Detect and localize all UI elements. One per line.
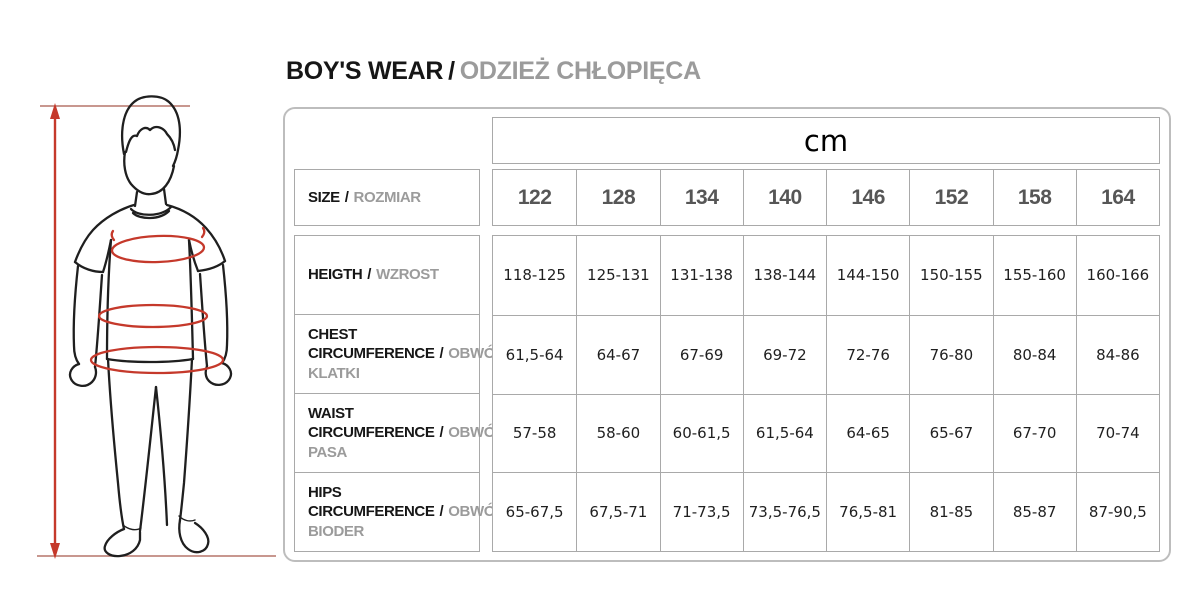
size-cell: 158 [992,170,1076,225]
table-cell: 155-160 [992,236,1076,315]
table-cell: 138-144 [742,236,826,315]
table-cell: 76-80 [909,314,993,394]
size-cell: 122 [517,185,552,209]
size-cell: 140 [742,170,826,225]
unit-header-row: cm [294,117,1160,164]
title-separator: / [448,57,455,85]
row-label-chest: CHEST CIRCUMFERENCE / OBWÓD KLATKI [295,314,506,393]
size-cells: 122 128 134 140 146 152 158 164 [492,169,1160,226]
table-cell: 57-58 [493,393,577,473]
table-cell: 64-67 [576,314,660,394]
size-row-label: SIZE / ROZMIAR [294,169,480,226]
title-secondary: ODZIEŻ CHŁOPIĘCA [459,57,701,85]
table-cell: 81-85 [909,472,993,551]
table-cell: 60-61,5 [659,393,743,473]
data-grid: 118-125 125-131 131-138 138-144 144-150 … [492,235,1160,552]
table-cell: 87-90,5 [1075,472,1159,551]
table-cell: 73,5-76,5 [742,472,826,551]
size-header-row: SIZE / ROZMIAR 122 128 134 140 146 152 158… [294,169,1160,226]
title-primary: BOY'S WEAR [286,57,444,85]
row-label-hips: HIPS CIRCUMFERENCE / OBWÓD BIODER [295,472,506,551]
table-cell: 144-150 [826,236,909,315]
table-cell: 69-72 [742,314,826,394]
height-arrow-icon [50,103,60,559]
table-cell: 65-67,5 [493,472,577,551]
row-label-waist: WAIST CIRCUMFERENCE / OBWÓD PASA [295,393,506,472]
row-label-height: HEIGTH / WZROST [308,266,439,284]
page-title: BOY'S WEAR / ODZIEŻ CHŁOPIĘCA [286,57,701,86]
table-cell: 67,5-71 [576,472,660,551]
size-cell: 146 [826,170,909,225]
circumference-ellipses-icon [89,226,225,375]
table-cell: 71-73,5 [659,472,743,551]
unit-header-cell: cm [492,117,1160,164]
table-cell: 84-86 [1075,314,1159,394]
size-cell: 134 [659,170,743,225]
table-cell: 58-60 [576,393,660,473]
table-cell: 72-76 [826,314,910,394]
row-label-column: HEIGTH / WZROST CHEST CIRCUMFERENCE / OBWÓD … [294,235,506,552]
size-cell: 152 [909,170,992,225]
table-cell: 65-67 [909,393,993,473]
table-cell: 150-155 [909,236,992,315]
table-cell: 67-69 [659,314,743,394]
table-cell: 70-74 [1075,393,1159,473]
unit-header-spacer [294,117,492,164]
table-cell: 64-65 [826,393,910,473]
table-cell: 61,5-64 [493,314,577,394]
table-cell: 80-84 [992,314,1076,394]
table-cell: 160-166 [1075,236,1159,315]
table-body: HEIGTH / WZROST CHEST CIRCUMFERENCE / OBWÓD … [294,235,1160,552]
table-cell: 131-138 [659,236,743,315]
table-cell: 67-70 [992,393,1076,473]
size-cell: 164 [1075,170,1159,225]
size-table-panel: cm SIZE / ROZMIAR 122 128 134 140 146 152 … [283,107,1171,562]
size-cell: 128 [576,170,659,225]
unit-header-label: cm [803,123,849,158]
table-cell: 118-125 [503,266,566,285]
boy-outline [68,95,233,558]
boy-measurement-figure-icon [37,95,276,559]
table-cell: 61,5-64 [742,393,826,473]
table-cell: 85-87 [992,472,1076,551]
table-cell: 76,5-81 [826,472,910,551]
table-cell: 125-131 [576,236,659,315]
